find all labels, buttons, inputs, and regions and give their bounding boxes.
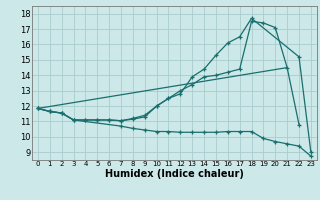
X-axis label: Humidex (Indice chaleur): Humidex (Indice chaleur) <box>105 169 244 179</box>
